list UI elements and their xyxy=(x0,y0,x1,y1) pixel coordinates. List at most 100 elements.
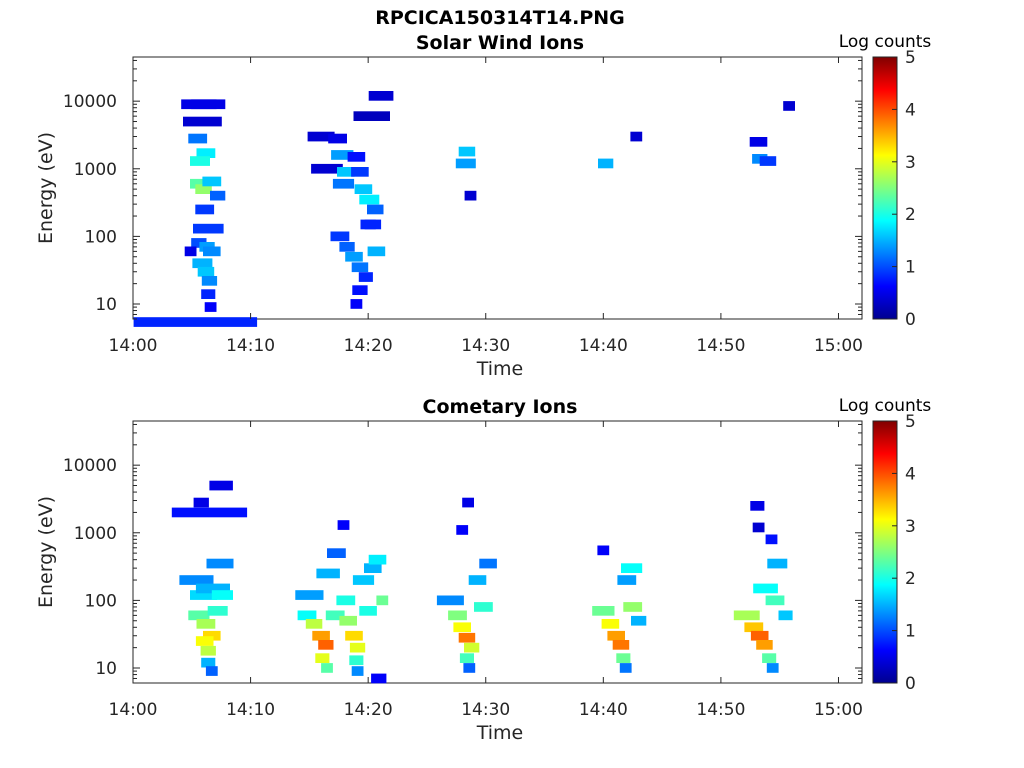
heatmap-cell xyxy=(336,595,356,606)
heatmap-cell xyxy=(778,610,793,621)
x-tick-label: 14:20 xyxy=(344,336,393,356)
heatmap-cell xyxy=(188,133,208,144)
heatmap-cell xyxy=(195,636,214,646)
panel-title: Solar Wind Ions xyxy=(416,32,584,54)
colorbar-tick-label: 4 xyxy=(905,100,916,120)
x-tick-label: 14:00 xyxy=(109,700,158,720)
y-tick-label: 1000 xyxy=(74,160,117,180)
heatmap-cell xyxy=(350,299,363,309)
heatmap-cell xyxy=(617,575,637,585)
heatmap-cell xyxy=(462,497,474,508)
heatmap-cell xyxy=(364,563,382,573)
heatmap-cell xyxy=(347,152,366,162)
x-tick-label: 14:30 xyxy=(461,336,510,356)
heatmap-cell xyxy=(612,640,630,650)
heatmap-cell xyxy=(448,610,467,621)
heatmap-cell xyxy=(311,163,343,174)
heatmap-cell xyxy=(184,246,197,257)
heatmap-cell xyxy=(331,150,354,160)
colorbar-tick-label: 3 xyxy=(905,517,916,537)
heatmap-cell xyxy=(436,595,464,606)
colorbar-tick-label: 2 xyxy=(905,569,916,589)
heatmap-cell xyxy=(464,642,480,653)
heatmap-cell xyxy=(479,558,497,569)
heatmap-cell xyxy=(193,497,209,508)
heatmap-cell xyxy=(209,480,233,491)
y-axis-ticks: 10 100 1000 10000 xyxy=(63,423,862,684)
colorbar-tick-label: 1 xyxy=(905,258,916,278)
heatmap-cell xyxy=(459,653,474,663)
y-tick-label: 100 xyxy=(85,227,117,247)
colorbar-tick-label: 2 xyxy=(905,205,916,225)
x-tick-label: 14:50 xyxy=(696,336,745,356)
heatmap-cell xyxy=(345,251,363,262)
heatmap-cell xyxy=(321,663,333,673)
x-tick-label: 14:50 xyxy=(696,700,745,720)
heatmap-cell xyxy=(325,610,345,621)
heatmap-cell xyxy=(616,653,631,663)
heatmap-cell xyxy=(195,583,230,594)
heatmap-cells xyxy=(171,480,793,684)
x-tick-label: 14:20 xyxy=(344,700,393,720)
heatmap-cell xyxy=(352,285,368,295)
heatmap-cell xyxy=(364,219,382,230)
heatmap-cell xyxy=(211,590,233,600)
heatmap-cell xyxy=(458,632,476,643)
heatmap-cells xyxy=(133,91,795,327)
heatmap-cell xyxy=(203,630,221,641)
panel-cometary: Cometary Ions 14:00 14:10 14:20 14:30 14:40 1… xyxy=(35,396,931,744)
heatmap-cell xyxy=(297,610,317,621)
y-axis-label: Energy (eV) xyxy=(35,496,57,608)
heatmap-cell xyxy=(196,619,216,629)
heatmap-cell xyxy=(339,242,355,252)
figure-title: RPCICA150314T14.PNG xyxy=(375,7,625,29)
heatmap-cell xyxy=(330,231,350,242)
heatmap-cell xyxy=(332,178,355,189)
heatmap-cell xyxy=(206,558,234,569)
heatmap-cell xyxy=(133,317,258,327)
heatmap-cell xyxy=(190,156,210,166)
heatmap-cell xyxy=(766,663,779,673)
heatmap-cell xyxy=(601,619,620,629)
heatmap-cell xyxy=(371,673,387,684)
y-axis-label: Energy (eV) xyxy=(35,132,57,244)
heatmap-cell xyxy=(203,246,221,257)
heatmap-cell xyxy=(312,630,330,641)
colorbar-ticks: 0 1 2 3 4 5 xyxy=(892,48,916,330)
colorbar-tick-label: 3 xyxy=(905,153,916,173)
heatmap-cell xyxy=(621,563,643,573)
heatmap-cell xyxy=(316,568,340,579)
heatmap-cell xyxy=(597,545,610,556)
heatmap-cell xyxy=(765,534,778,545)
heatmap-cell xyxy=(171,507,248,518)
heatmap-cell xyxy=(463,663,476,673)
heatmap-cell xyxy=(783,101,795,111)
heatmap-cell xyxy=(200,645,216,656)
heatmap-cell xyxy=(328,133,347,144)
heatmap-cell xyxy=(359,606,377,616)
heatmap-cell xyxy=(349,642,366,653)
heatmap-cell xyxy=(464,190,477,201)
colorbar xyxy=(872,420,898,684)
heatmap-cell xyxy=(474,602,493,612)
heatmap-cell xyxy=(349,655,364,666)
x-axis-label: Time xyxy=(476,358,524,380)
x-tick-label: 14:00 xyxy=(109,336,158,356)
x-tick-label: 15:00 xyxy=(814,336,863,356)
x-tick-label: 14:10 xyxy=(226,700,275,720)
heatmap-cell xyxy=(468,575,487,585)
heatmap-cell xyxy=(455,158,476,169)
heatmap-cell xyxy=(750,501,765,511)
heatmap-cell xyxy=(318,640,334,650)
heatmap-cell xyxy=(201,276,218,286)
heatmap-cell xyxy=(630,131,643,142)
heatmap-cell xyxy=(368,554,387,565)
heatmap-cell xyxy=(598,158,614,169)
x-axis-label: Time xyxy=(476,722,524,744)
y-tick-label: 10 xyxy=(95,659,117,679)
colorbar-tick-label: 0 xyxy=(905,674,916,694)
heatmap-cell xyxy=(339,615,357,626)
panel-title: Cometary Ions xyxy=(423,396,578,418)
heatmap-cell xyxy=(307,131,335,142)
